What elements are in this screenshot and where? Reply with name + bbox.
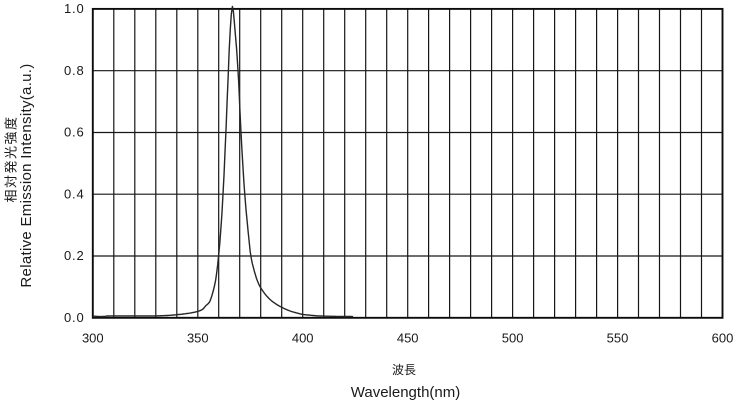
- svg-text:300: 300: [82, 331, 104, 346]
- svg-text:0.8: 0.8: [64, 63, 84, 78]
- svg-text:400: 400: [292, 331, 314, 346]
- svg-text:1.0: 1.0: [64, 1, 84, 16]
- svg-text:550: 550: [607, 331, 629, 346]
- svg-text:Wavelength(nm): Wavelength(nm): [351, 384, 460, 401]
- svg-text:500: 500: [502, 331, 524, 346]
- svg-text:0.2: 0.2: [64, 248, 84, 263]
- svg-text:600: 600: [712, 331, 734, 346]
- svg-text:350: 350: [187, 331, 209, 346]
- svg-text:0.4: 0.4: [64, 186, 84, 201]
- svg-text:相対発光強度: 相対発光強度: [4, 115, 19, 202]
- svg-text:波長: 波長: [392, 363, 416, 377]
- svg-text:0.0: 0.0: [64, 310, 84, 325]
- svg-text:Relative Emission Intensity(a.: Relative Emission Intensity(a.u.): [18, 63, 35, 287]
- svg-text:450: 450: [397, 331, 419, 346]
- svg-text:0.6: 0.6: [64, 125, 84, 140]
